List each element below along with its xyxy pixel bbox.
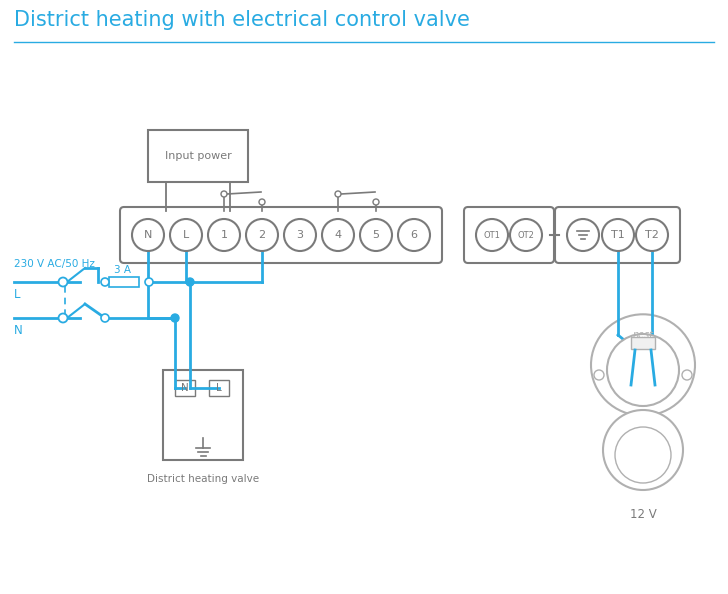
Bar [631,337,655,349]
Circle shape [322,219,354,251]
FancyBboxPatch shape [120,207,442,263]
Circle shape [398,219,430,251]
Circle shape [58,277,68,286]
Text: T1: T1 [611,230,625,240]
Circle shape [594,370,604,380]
Text: nest: nest [633,438,653,447]
Circle shape [101,314,109,322]
Text: N: N [144,230,152,240]
Text: 12 V: 12 V [630,508,657,521]
Text: N: N [181,383,189,393]
Text: OT1: OT1 [483,230,500,239]
Text: OT2: OT2 [518,230,534,239]
Circle shape [246,219,278,251]
FancyBboxPatch shape [555,207,680,263]
Circle shape [171,314,179,322]
Text: 3 A: 3 A [114,265,130,275]
Circle shape [221,191,227,197]
Ellipse shape [591,314,695,416]
Circle shape [636,219,668,251]
Bar [163,370,243,460]
Text: T2: T2 [645,230,659,240]
Circle shape [602,219,634,251]
Text: L: L [14,287,20,301]
Text: L: L [216,383,222,393]
Text: 230 V AC/50 Hz: 230 V AC/50 Hz [14,259,95,269]
Text: 3: 3 [296,230,304,240]
Circle shape [360,219,392,251]
Bar [148,130,248,182]
Text: L: L [183,230,189,240]
Text: Input power: Input power [165,151,232,161]
Circle shape [284,219,316,251]
Bar [209,380,229,396]
Circle shape [208,219,240,251]
FancyBboxPatch shape [464,207,554,263]
Text: District heating with electrical control valve: District heating with electrical control… [14,10,470,30]
Bar [175,380,195,396]
Circle shape [682,370,692,380]
Circle shape [101,278,109,286]
Circle shape [259,199,265,205]
Circle shape [373,199,379,205]
Text: nest: nest [633,330,654,340]
Circle shape [132,219,164,251]
Circle shape [476,219,508,251]
Circle shape [615,427,671,483]
Circle shape [186,278,194,286]
Text: 6: 6 [411,230,417,240]
Circle shape [145,278,153,286]
Text: 1: 1 [221,230,227,240]
Text: 5: 5 [373,230,379,240]
Ellipse shape [603,410,683,490]
Text: District heating valve: District heating valve [147,474,259,484]
Circle shape [510,219,542,251]
Circle shape [335,191,341,197]
Circle shape [567,219,599,251]
Circle shape [170,219,202,251]
Circle shape [58,314,68,323]
Bar [109,277,139,287]
Text: N: N [14,324,23,336]
Circle shape [607,334,679,406]
Text: 2: 2 [258,230,266,240]
Text: 4: 4 [334,230,341,240]
